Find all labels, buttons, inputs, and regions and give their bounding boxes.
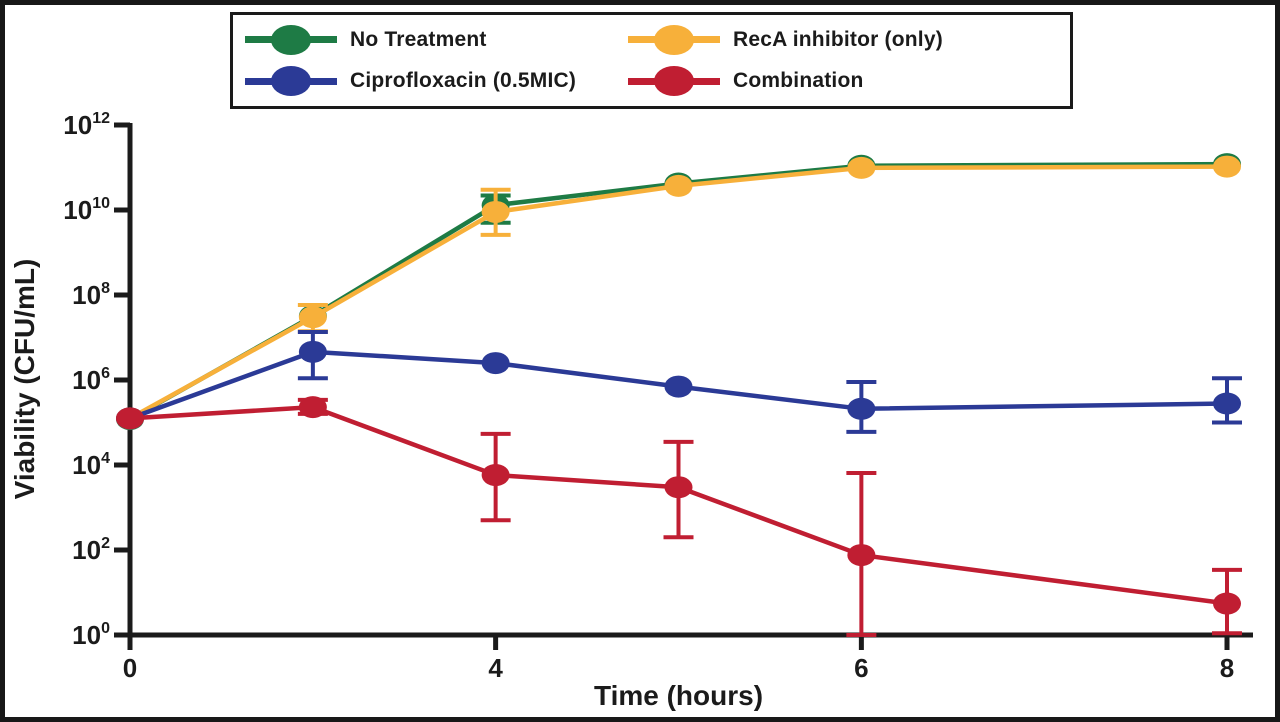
data-point-combination-t5 xyxy=(664,476,693,499)
legend-marker-combination xyxy=(628,65,720,97)
series-ciprofloxacin xyxy=(116,329,1242,434)
y-tick-label: 100 xyxy=(72,620,110,650)
series-line-reca-inhibitor xyxy=(128,164,1228,421)
y-axis-title: Viability (CFU/mL) xyxy=(9,259,40,500)
y-tick-label: 1010 xyxy=(63,195,110,225)
legend-label-combination: Combination xyxy=(733,69,864,93)
axes: 100 102 104 106 108 1010 1012 0 4 6 8 Time (hours) V… xyxy=(9,110,1253,711)
series-combination xyxy=(116,396,1242,637)
legend-label-no-treatment: No Treatment xyxy=(350,27,487,51)
data-point-combination-t4 xyxy=(481,464,510,487)
y-tick-label: 1012 xyxy=(63,110,110,140)
data-point-reca-inhibitor-t4 xyxy=(481,200,510,223)
legend-item-no-treatment: No Treatment xyxy=(245,24,628,56)
x-tick-label: 6 xyxy=(854,653,868,683)
legend-item-ciprofloxacin: Ciprofloxacin (0.5MIC) xyxy=(245,65,628,97)
data-point-combination-t8 xyxy=(1213,592,1241,615)
data-point-combination-t0 xyxy=(116,407,144,430)
data-point-ciprofloxacin-t6 xyxy=(847,397,876,420)
data-point-reca-inhibitor-t6 xyxy=(847,156,876,179)
legend-label-reca-inhibitor: RecA inhibitor (only) xyxy=(733,27,943,51)
legend-marker-no-treatment xyxy=(245,24,337,56)
y-tick-label: 106 xyxy=(72,365,110,395)
x-tick-label: 8 xyxy=(1220,653,1234,683)
legend-item-reca-inhibitor: RecA inhibitor (only) xyxy=(628,24,1070,56)
legend-marker-reca-inhibitor xyxy=(628,24,720,56)
x-tick-label: 4 xyxy=(488,653,503,683)
legend-marker-ciprofloxacin xyxy=(245,65,337,97)
data-point-reca-inhibitor-t5 xyxy=(664,174,693,197)
data-point-combination-t6 xyxy=(847,544,876,567)
x-axis-title: Time (hours) xyxy=(594,680,763,711)
data-point-reca-inhibitor-t8 xyxy=(1213,155,1241,178)
legend: No Treatment RecA inhibitor (only) Cipro… xyxy=(230,12,1073,109)
x-tick-label: 0 xyxy=(123,653,137,683)
data-point-reca-inhibitor-t2 xyxy=(298,306,327,329)
data-point-combination-t2 xyxy=(298,396,327,419)
data-point-ciprofloxacin-t4 xyxy=(481,352,510,375)
y-tick-label: 104 xyxy=(72,450,110,480)
y-tick-label: 102 xyxy=(72,535,110,565)
data-point-ciprofloxacin-t2 xyxy=(298,340,327,363)
series-line-combination xyxy=(129,404,1228,606)
y-tick-label: 108 xyxy=(72,280,110,310)
legend-label-ciprofloxacin: Ciprofloxacin (0.5MIC) xyxy=(350,69,577,93)
series-line-ciprofloxacin xyxy=(129,349,1228,421)
legend-item-combination: Combination xyxy=(628,65,1070,97)
data-point-ciprofloxacin-t8 xyxy=(1213,392,1241,415)
data-point-ciprofloxacin-t5 xyxy=(664,375,693,398)
